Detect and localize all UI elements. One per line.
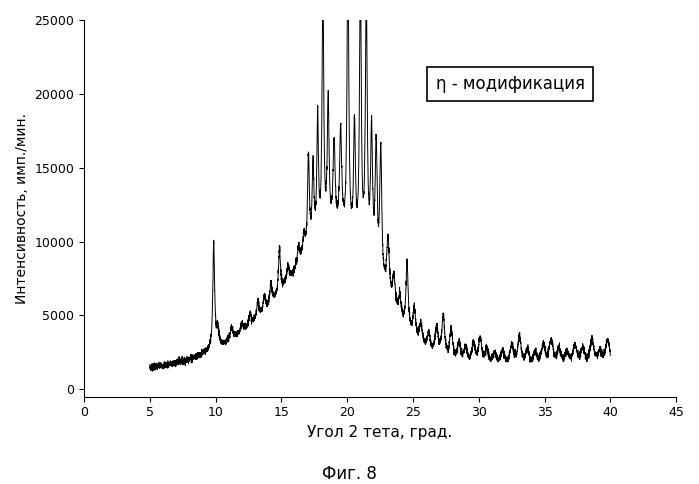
Y-axis label: Интенсивность, имп./мин.: Интенсивность, имп./мин. [15,113,29,304]
Text: Фиг. 8: Фиг. 8 [322,465,377,483]
Text: η - модификация: η - модификация [436,75,585,93]
X-axis label: Угол 2 тета, град.: Угол 2 тета, град. [308,425,453,440]
